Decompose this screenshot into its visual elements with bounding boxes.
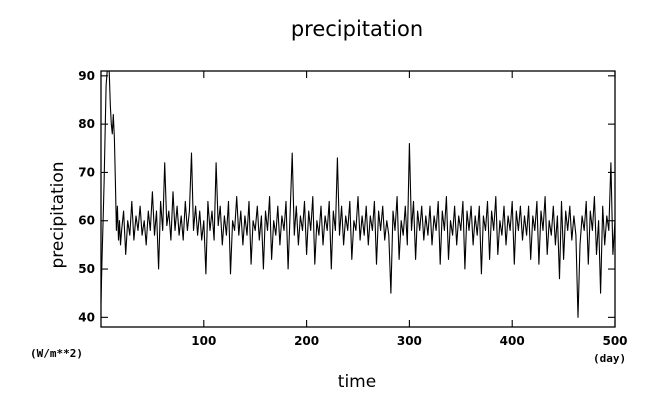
- x-tick-label: 500: [602, 334, 627, 348]
- y-tick-label: 60: [78, 214, 95, 228]
- y-tick-label: 40: [78, 310, 95, 324]
- precipitation-series-line: [100, 70, 616, 318]
- y-tick-label: 70: [78, 165, 95, 179]
- chart-title: precipitation: [291, 17, 423, 41]
- y-tick-label: 50: [78, 262, 95, 276]
- y-axis-ticks: 40 50 60 70 80 90: [78, 69, 615, 324]
- x-tick-label: 400: [500, 334, 525, 348]
- y-tick-label: 90: [78, 69, 95, 83]
- plot-frame: [100, 70, 616, 328]
- y-tick-label: 80: [78, 117, 95, 131]
- x-tick-label: 100: [191, 334, 216, 348]
- x-axis-ticks: 100 200 300 400 500: [191, 71, 628, 348]
- x-tick-label: 300: [397, 334, 422, 348]
- x-axis-label: time: [338, 372, 376, 392]
- y-axis-label: precipitation: [48, 161, 68, 268]
- x-tick-label: 200: [294, 334, 319, 348]
- x-unit-label: (day): [593, 352, 626, 365]
- y-unit-label: (W/m**2): [30, 347, 83, 360]
